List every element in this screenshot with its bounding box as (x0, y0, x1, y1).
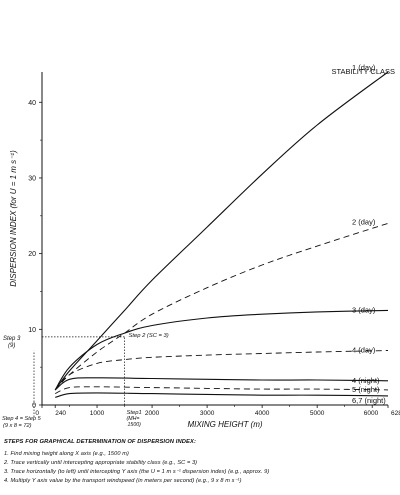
y-tick-label: 20 (28, 251, 36, 258)
step1-sub2: 1500) (128, 422, 142, 428)
x-tick-label: 1000 (90, 410, 105, 417)
step4-value: (9 x 8 = 72) (3, 423, 32, 429)
step2-label: Step 2 (SC = 3) (129, 333, 169, 339)
step1-sub1: (MH= (127, 416, 140, 422)
steps-heading: STEPS FOR GRAPHICAL DETERMINATION OF DIS… (4, 439, 196, 445)
x-tick-label: 3000 (200, 410, 215, 417)
series-line-5 (54, 377, 389, 391)
example-guide-group: Step1(MH=1500) Step 2 (SC = 3) Step 3(9) St… (2, 333, 169, 429)
axes-group: 0 10 20 30 40 0 240 1000 2000 3000 4000 5000 6000 628… (28, 72, 400, 417)
dispersion-index-chart: 0 10 20 30 40 0 240 1000 2000 3000 4000 5000 6000 628… (2, 63, 400, 429)
y-tick-label: 10 (28, 327, 36, 334)
series-line-6 (55, 386, 389, 395)
series-line-3 (54, 309, 389, 391)
step1-label: Step1 (127, 410, 142, 416)
series-label-6: 5 (night) (352, 385, 380, 394)
steps-panel: STEPS FOR GRAPHICAL DETERMINATION OF DIS… (4, 438, 396, 486)
y-tick-label: 40 (28, 100, 36, 107)
x-axis-title: MIXING HEIGHT (m) (187, 420, 262, 429)
step-line-2: 2. Trace vertically until intercepting a… (4, 460, 198, 466)
series-label-5: 4 (night) (352, 376, 380, 385)
series-label-4: 4 (day) (352, 346, 376, 355)
y-tick-label: 30 (28, 175, 36, 182)
step4-label: Step 4 = Step 5 (2, 416, 42, 422)
y-tick-label: 0 (32, 403, 36, 410)
x-tick-label: 5000 (310, 410, 325, 417)
series-line-4 (54, 350, 389, 391)
x-tick-label: 0 (35, 410, 39, 417)
series-line-7 (55, 392, 389, 398)
labels-group: MIXING HEIGHT (m) DISPERSION INDEX (for U… (9, 63, 395, 429)
step-line-1: 1. Find mixing height along X axis (e.g.… (4, 451, 129, 457)
x-tick-label: 6000 (364, 410, 379, 417)
series-label-7: 6,7 (night) (352, 396, 386, 405)
series-group (54, 71, 389, 398)
step3-value: (9) (8, 343, 15, 349)
series-label-3: 3 (day) (352, 305, 376, 314)
series-label-1: 1 (day) (352, 63, 376, 72)
series-line-1 (54, 71, 389, 391)
step-line-3: 3. Trace horizontally (to left) until in… (4, 469, 270, 475)
y-axis-title: DISPERSION INDEX (for U = 1 m s⁻¹) (9, 150, 18, 287)
x-tick-label: 4000 (255, 410, 270, 417)
series-label-2: 2 (day) (352, 217, 376, 226)
x-tick-label: 6287 (391, 410, 400, 417)
legend-title: STABILITY CLASS (332, 67, 396, 76)
step-line-4: 4. Multiply Y axis value by the transpor… (4, 478, 242, 484)
x-tick-label: 2000 (145, 410, 160, 417)
step3-label: Step 3 (3, 336, 21, 342)
series-line-2 (54, 222, 389, 391)
x-tick-label: 240 (55, 410, 66, 417)
